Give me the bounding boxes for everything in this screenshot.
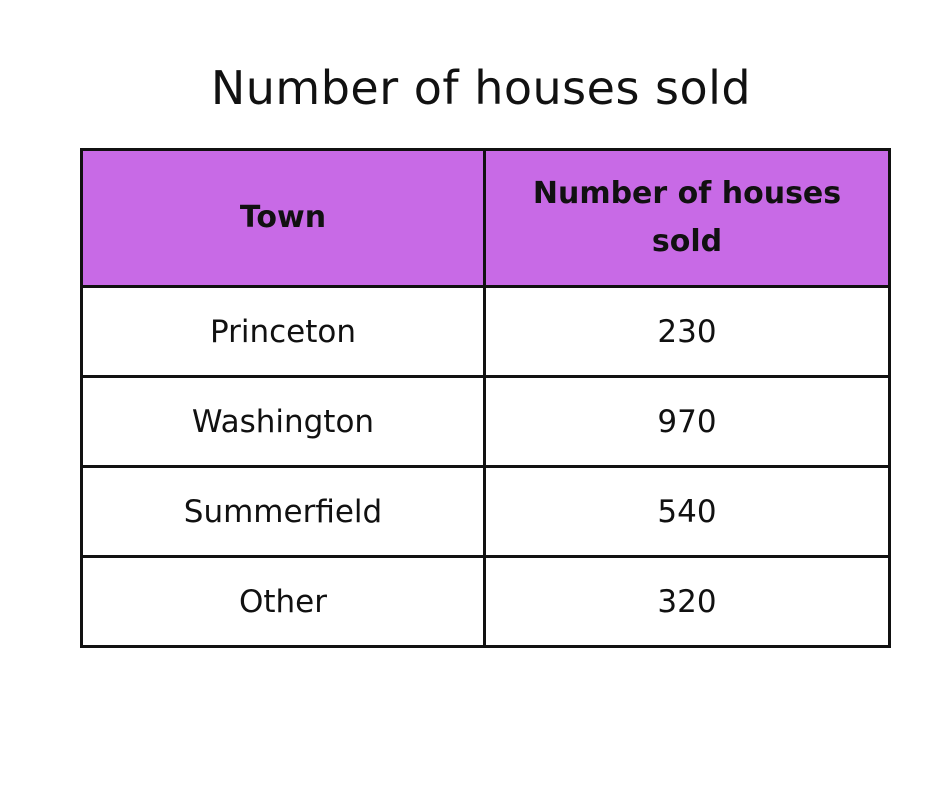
table-row: Summerfield 540 (80, 465, 891, 558)
table-row: Princeton 230 (80, 285, 891, 378)
table-header-row: Town Number of houses sold (80, 148, 891, 288)
houses-sold-cell: 320 (483, 555, 891, 648)
chart-title: Number of houses sold (210, 61, 752, 115)
header-cell-houses-sold: Number of houses sold (483, 148, 891, 288)
header-label-town: Town (239, 200, 327, 235)
houses-sold-cell: 970 (483, 375, 891, 468)
houses-sold-table: Town Number of houses sold Princeton 230… (80, 148, 891, 648)
header-label-houses-sold: Number of houses sold (532, 176, 842, 259)
town-cell: Summerfield (80, 465, 486, 558)
table-row: Washington 970 (80, 375, 891, 468)
houses-sold-cell: 230 (483, 285, 891, 378)
houses-sold-cell: 540 (483, 465, 891, 558)
town-cell: Princeton (80, 285, 486, 378)
town-cell: Other (80, 555, 486, 648)
header-cell-town: Town (80, 148, 486, 288)
table-row: Other 320 (80, 555, 891, 648)
town-cell: Washington (80, 375, 486, 468)
